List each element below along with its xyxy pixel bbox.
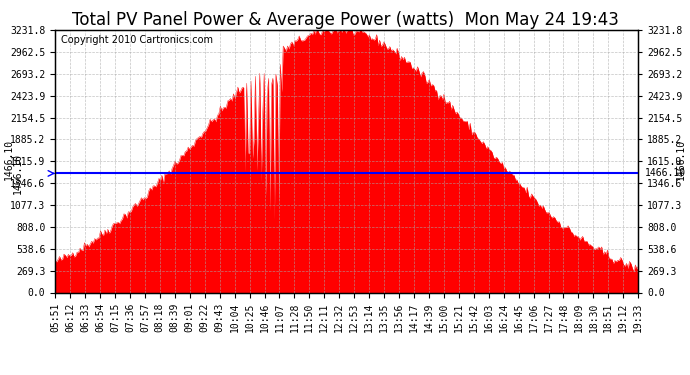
Text: 1466.10: 1466.10 bbox=[676, 139, 686, 180]
Text: 1466.10: 1466.10 bbox=[4, 139, 14, 180]
Text: 1466.10: 1466.10 bbox=[645, 168, 687, 178]
Text: 1466.10: 1466.10 bbox=[13, 153, 23, 194]
Text: Copyright 2010 Cartronics.com: Copyright 2010 Cartronics.com bbox=[61, 35, 213, 45]
Text: Total PV Panel Power & Average Power (watts)  Mon May 24 19:43: Total PV Panel Power & Average Power (wa… bbox=[72, 11, 618, 29]
